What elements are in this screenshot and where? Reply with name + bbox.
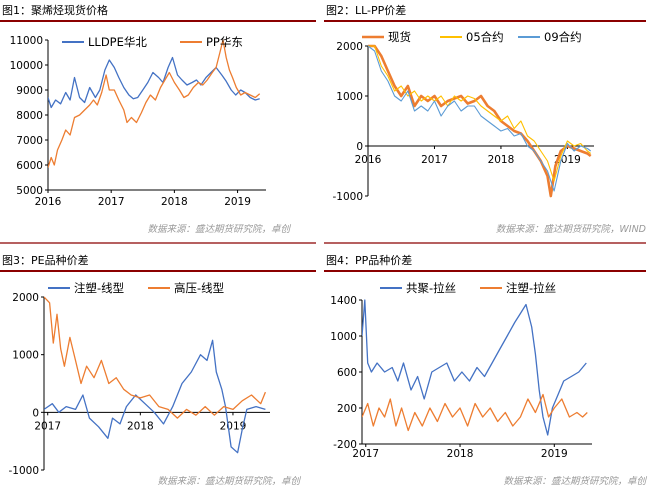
series-line-0	[368, 44, 592, 198]
x-tick-label: 2017	[421, 154, 448, 166]
series-line-1	[44, 296, 267, 419]
x-tick-label: 2018	[488, 154, 515, 166]
y-tick-label: 10000	[10, 60, 43, 72]
chart-panel-pp-spread: 图4：PP品种价差 -200 200 600 1000 1400 2017 2018 2019…	[324, 244, 648, 488]
x-tick-label: 2019	[220, 420, 247, 432]
x-tick-label: 2017	[34, 420, 61, 432]
y-tick-label: 0	[356, 141, 363, 153]
chart-pe-spread: 图3：PE品种价差 -1000 0 1000 2000 2017 2018 2019 注塑-线…	[0, 253, 316, 487]
y-tick-label: 0	[32, 407, 39, 419]
legend-label: 现货	[388, 30, 411, 44]
x-tick-label: 2018	[127, 420, 154, 432]
series-line-1	[362, 393, 588, 432]
series-line-0	[362, 299, 587, 436]
legend-label: 05合约	[466, 30, 504, 44]
data-source-note: 数据来源：盛达期货研究院，卓创	[503, 475, 647, 487]
y-tick-label: 9000	[16, 85, 43, 97]
x-tick-label: 2017	[98, 196, 125, 208]
chart-panel-spot-prices: 图1：聚烯烃现货价格 5000 6000 7000 8000 9000 10000 1100…	[0, 0, 324, 244]
y-tick-label: 2000	[12, 292, 39, 304]
chart-title: 图3：PE品种价差	[2, 253, 89, 267]
y-tick-label: 8000	[16, 110, 43, 122]
chart-panel-ll-pp-spread: 图2：LL-PP价差 -1000 0 1000 2000 2016 2017 2018 201…	[324, 0, 648, 244]
x-tick-label: 2018	[161, 196, 188, 208]
y-tick-label: 7000	[16, 135, 43, 147]
chart-title: 图2：LL-PP价差	[326, 3, 406, 17]
legend-label: 高压-线型	[174, 281, 224, 295]
y-tick-label: 1000	[336, 91, 363, 103]
chart-panel-pe-spread: 图3：PE品种价差 -1000 0 1000 2000 2017 2018 2019 注塑-线…	[0, 244, 324, 488]
data-source-note: 数据来源：盛达期货研究院，卓创	[157, 475, 301, 487]
legend-label: PP华东	[206, 35, 243, 49]
y-tick-label: 1000	[12, 350, 39, 362]
y-tick-label: 600	[337, 367, 357, 379]
x-tick-label: 2018	[447, 448, 474, 460]
legend-label: 注塑-线型	[74, 281, 124, 295]
y-tick-label: 6000	[16, 160, 43, 172]
series-line-1	[368, 45, 592, 182]
legend-label: 09合约	[544, 30, 582, 44]
legend-label: 共聚-拉丝	[406, 281, 456, 295]
data-source-note: 数据来源：盛达期货研究院，WIND	[496, 223, 646, 235]
legend-label: 注塑-拉丝	[506, 281, 556, 295]
legend-label: LLDPE华北	[88, 35, 147, 49]
y-tick-label: 1400	[330, 295, 357, 307]
chart-title: 图4：PP品种价差	[326, 253, 412, 267]
series-line-0	[44, 339, 266, 454]
series-line-0	[48, 56, 260, 109]
y-tick-label: 1000	[330, 331, 357, 343]
y-tick-label: 2000	[336, 41, 363, 53]
y-tick-label: 200	[337, 403, 357, 415]
x-tick-label: 2017	[352, 448, 379, 460]
x-tick-label: 2016	[355, 154, 382, 166]
chart-spot-prices: 图1：聚烯烃现货价格 5000 6000 7000 8000 9000 10000 1100…	[0, 3, 316, 244]
x-tick-label: 2016	[35, 196, 62, 208]
data-source-note: 数据来源：盛达期货研究院，卓创	[147, 223, 291, 235]
y-tick-label: 11000	[10, 35, 43, 47]
chart-pp-spread: 图4：PP品种价差 -200 200 600 1000 1400 2017 2018 2019…	[324, 253, 647, 487]
series-line-1	[48, 39, 261, 168]
y-tick-label: -1000	[8, 465, 39, 477]
y-tick-label: 5000	[16, 185, 43, 197]
chart-title: 图1：聚烯烃现货价格	[2, 3, 108, 17]
x-tick-label: 2019	[541, 448, 568, 460]
x-tick-label: 2019	[224, 196, 251, 208]
y-tick-label: -200	[333, 439, 357, 451]
y-tick-label: -1000	[332, 191, 363, 203]
series-line-2	[368, 45, 592, 192]
